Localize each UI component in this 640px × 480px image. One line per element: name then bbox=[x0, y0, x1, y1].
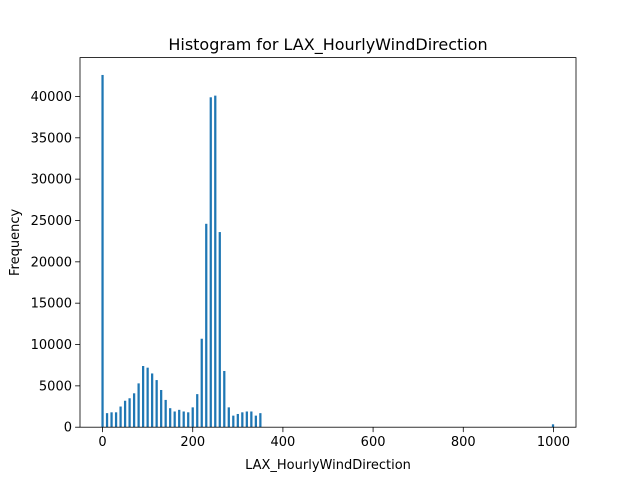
histogram-bar bbox=[110, 412, 113, 428]
y-tick-label: 15000 bbox=[31, 297, 72, 312]
histogram-bar bbox=[205, 223, 208, 428]
histogram-bar bbox=[178, 409, 181, 428]
histogram-bar bbox=[146, 367, 149, 428]
y-tick-label: 5000 bbox=[39, 379, 72, 394]
histogram-bar bbox=[209, 97, 212, 428]
histogram-bar bbox=[232, 415, 235, 428]
histogram-bar bbox=[182, 411, 185, 428]
histogram-bar bbox=[114, 412, 118, 428]
x-tick-label: 400 bbox=[270, 435, 295, 450]
y-tick-label: 0 bbox=[64, 421, 72, 436]
y-axis-title: Frequency bbox=[8, 209, 23, 276]
histogram-bar bbox=[164, 399, 167, 428]
y-tick-label: 40000 bbox=[31, 90, 72, 105]
histogram-bar bbox=[259, 413, 262, 428]
histogram-bar bbox=[250, 411, 253, 428]
histogram-bar bbox=[119, 406, 122, 428]
histogram-bar bbox=[227, 407, 230, 428]
histogram-bar bbox=[236, 413, 239, 428]
y-axis-ticks: 0 5000 10000 15000 20000 25000 30000 35000 40000 bbox=[31, 90, 80, 436]
plot-frame bbox=[79, 57, 577, 428]
x-tick-label: 600 bbox=[361, 435, 386, 450]
histogram-bar bbox=[160, 389, 163, 428]
y-tick-label: 35000 bbox=[31, 131, 72, 146]
histogram-bar bbox=[187, 412, 190, 428]
chart-title: Histogram for LAX_HourlyWindDirection bbox=[168, 35, 487, 55]
x-tick-label: 200 bbox=[180, 435, 205, 450]
histogram-bar bbox=[155, 380, 158, 428]
y-tick-label: 30000 bbox=[31, 173, 72, 188]
histogram-bar bbox=[196, 394, 199, 428]
y-tick-label: 10000 bbox=[31, 338, 72, 353]
histogram-bar bbox=[191, 407, 194, 428]
histogram-bar bbox=[223, 370, 226, 428]
histogram-bar bbox=[151, 373, 154, 428]
histogram-bar bbox=[218, 232, 221, 428]
x-tick-label: 0 bbox=[98, 435, 106, 450]
y-tick-label: 20000 bbox=[31, 255, 72, 270]
y-tick-label: 25000 bbox=[31, 214, 72, 229]
histogram-bar bbox=[128, 398, 131, 428]
histogram-bar bbox=[105, 413, 109, 428]
x-tick-label: 1000 bbox=[537, 435, 570, 450]
histogram-bar bbox=[173, 411, 176, 428]
bars-group bbox=[101, 74, 555, 428]
histogram-bar bbox=[142, 366, 145, 428]
histogram-bar bbox=[123, 400, 127, 428]
histogram-bar bbox=[132, 393, 136, 428]
histogram-bar bbox=[137, 383, 140, 428]
histogram-bar bbox=[241, 412, 244, 428]
histogram-bar bbox=[169, 408, 172, 428]
histogram-bar bbox=[245, 411, 248, 428]
histogram-bar bbox=[551, 424, 555, 428]
histogram-bar bbox=[200, 338, 203, 428]
x-axis-title: LAX_HourlyWindDirection bbox=[245, 458, 411, 473]
x-tick-label: 800 bbox=[451, 435, 476, 450]
x-axis-ticks: 0 200 400 600 800 1000 bbox=[98, 427, 570, 450]
histogram-bar bbox=[254, 415, 257, 428]
histogram-bar bbox=[214, 95, 217, 428]
histogram-bar bbox=[101, 74, 104, 428]
